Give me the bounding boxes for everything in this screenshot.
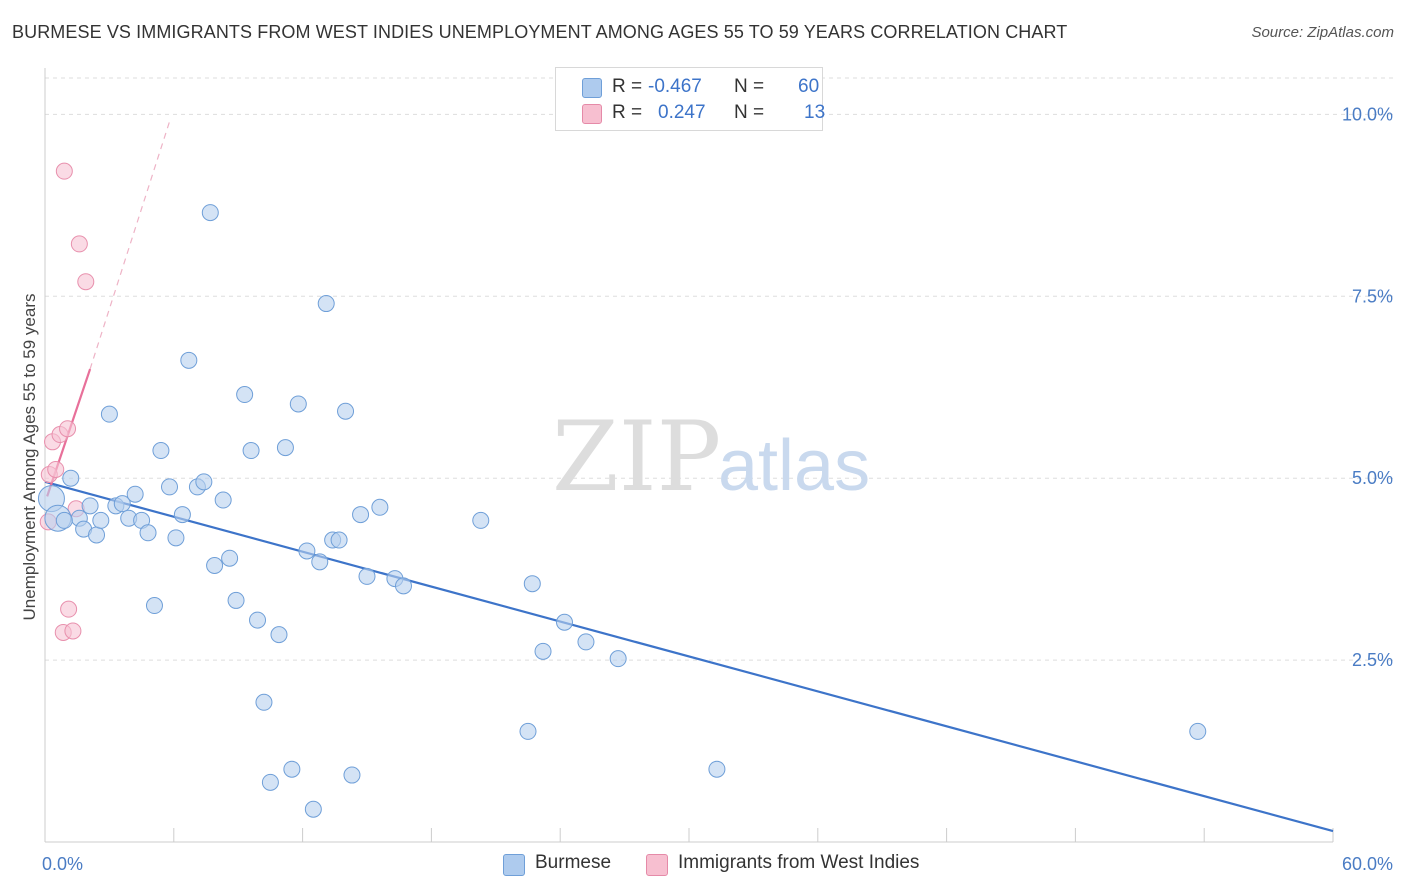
legend-n-value: 60: [798, 76, 820, 97]
point-burmese: [358, 567, 376, 585]
y-tick-labels: 2.5% 5.0% 7.5% 10.0%: [1342, 104, 1393, 670]
point-burmese: [708, 760, 726, 778]
point-burmese: [304, 800, 322, 818]
point-burmese: [62, 469, 80, 487]
point-burmese: [523, 575, 541, 593]
point-burmese: [270, 626, 288, 644]
point-burmese: [261, 773, 279, 791]
bottom-legend-swatch-burmese: [503, 854, 525, 876]
point-burmese: [519, 722, 537, 740]
point-burmese: [100, 405, 118, 423]
point-burmese: [317, 295, 335, 313]
x-tick-label-min: 0.0%: [42, 854, 83, 874]
point-burmese: [609, 650, 627, 668]
point-burmese: [126, 485, 144, 503]
point-burmese: [555, 613, 573, 631]
grid-lines: [45, 77, 1393, 661]
point-burmese: [201, 204, 219, 222]
point-burmese: [534, 642, 552, 660]
point-burmese: [472, 511, 490, 529]
point-burmese: [283, 760, 301, 778]
point-burmese: [343, 766, 361, 784]
point-burmese: [55, 511, 73, 529]
point-west-indies: [47, 460, 65, 478]
y-tick-label: 10.0%: [1342, 104, 1393, 124]
legend-r-label: R =: [612, 102, 643, 123]
point-burmese: [352, 506, 370, 524]
legend-swatch-burmese: [582, 78, 602, 98]
data-points: [37, 162, 1207, 818]
point-burmese: [113, 495, 131, 513]
point-burmese: [394, 577, 412, 595]
point-burmese: [311, 553, 329, 571]
point-burmese: [227, 591, 245, 609]
point-burmese: [371, 498, 389, 516]
stats-legend: R = -0.467 N = 60 R = 0.247 N = 13: [555, 67, 826, 131]
trend-line-west-indies-extension: [89, 121, 171, 370]
trend-line-burmese: [44, 480, 1334, 833]
point-burmese: [577, 633, 595, 651]
y-tick-label: 2.5%: [1352, 650, 1393, 670]
watermark-atlas: atlas: [718, 426, 870, 506]
point-burmese: [167, 529, 185, 547]
legend-r-value: 0.247: [658, 102, 706, 123]
point-burmese: [236, 386, 254, 404]
point-burmese: [161, 478, 179, 496]
point-burmese: [92, 511, 110, 529]
point-west-indies: [59, 420, 77, 438]
point-burmese: [206, 557, 224, 575]
point-west-indies: [64, 622, 82, 640]
point-burmese: [330, 531, 348, 549]
point-west-indies: [70, 235, 88, 253]
legend-n-label: N =: [734, 102, 765, 123]
point-burmese: [180, 351, 198, 369]
source-label: Source: ZipAtlas.com: [1251, 24, 1394, 41]
legend-r-label: R =: [612, 76, 643, 97]
watermark-zip: ZIP: [552, 401, 721, 513]
legend-n-value: 13: [804, 102, 826, 123]
point-burmese: [255, 693, 273, 711]
legend-n-label: N =: [734, 76, 765, 97]
point-burmese: [173, 506, 191, 524]
point-burmese: [152, 442, 170, 460]
point-west-indies: [60, 600, 78, 618]
point-west-indies: [55, 162, 73, 180]
point-burmese: [139, 524, 157, 542]
point-burmese: [195, 473, 213, 491]
point-burmese: [249, 611, 267, 629]
point-burmese: [145, 597, 163, 615]
point-burmese: [88, 526, 106, 544]
point-burmese: [276, 439, 294, 457]
point-burmese: [221, 549, 239, 567]
legend-swatch-west-indies: [582, 104, 602, 124]
point-burmese: [1189, 722, 1207, 740]
bottom-legend-label-west-indies: Immigrants from West Indies: [678, 852, 920, 873]
chart-title: BURMESE VS IMMIGRANTS FROM WEST INDIES U…: [12, 22, 1068, 42]
bottom-legend-swatch-west-indies: [646, 854, 668, 876]
y-tick-label: 5.0%: [1352, 468, 1393, 488]
point-burmese: [242, 442, 260, 460]
point-burmese: [214, 491, 232, 509]
point-burmese: [298, 542, 316, 560]
bottom-legend-label-burmese: Burmese: [535, 852, 612, 873]
point-burmese: [337, 402, 355, 420]
point-west-indies: [77, 273, 95, 291]
x-tick-label-max: 60.0%: [1342, 854, 1393, 874]
point-burmese: [81, 497, 99, 515]
point-burmese: [289, 395, 307, 413]
axes: [44, 68, 1334, 843]
legend-r-value: -0.467: [648, 76, 702, 97]
y-axis-label: Unemployment Among Ages 55 to 59 years: [20, 294, 39, 621]
y-tick-label: 7.5%: [1352, 286, 1393, 306]
